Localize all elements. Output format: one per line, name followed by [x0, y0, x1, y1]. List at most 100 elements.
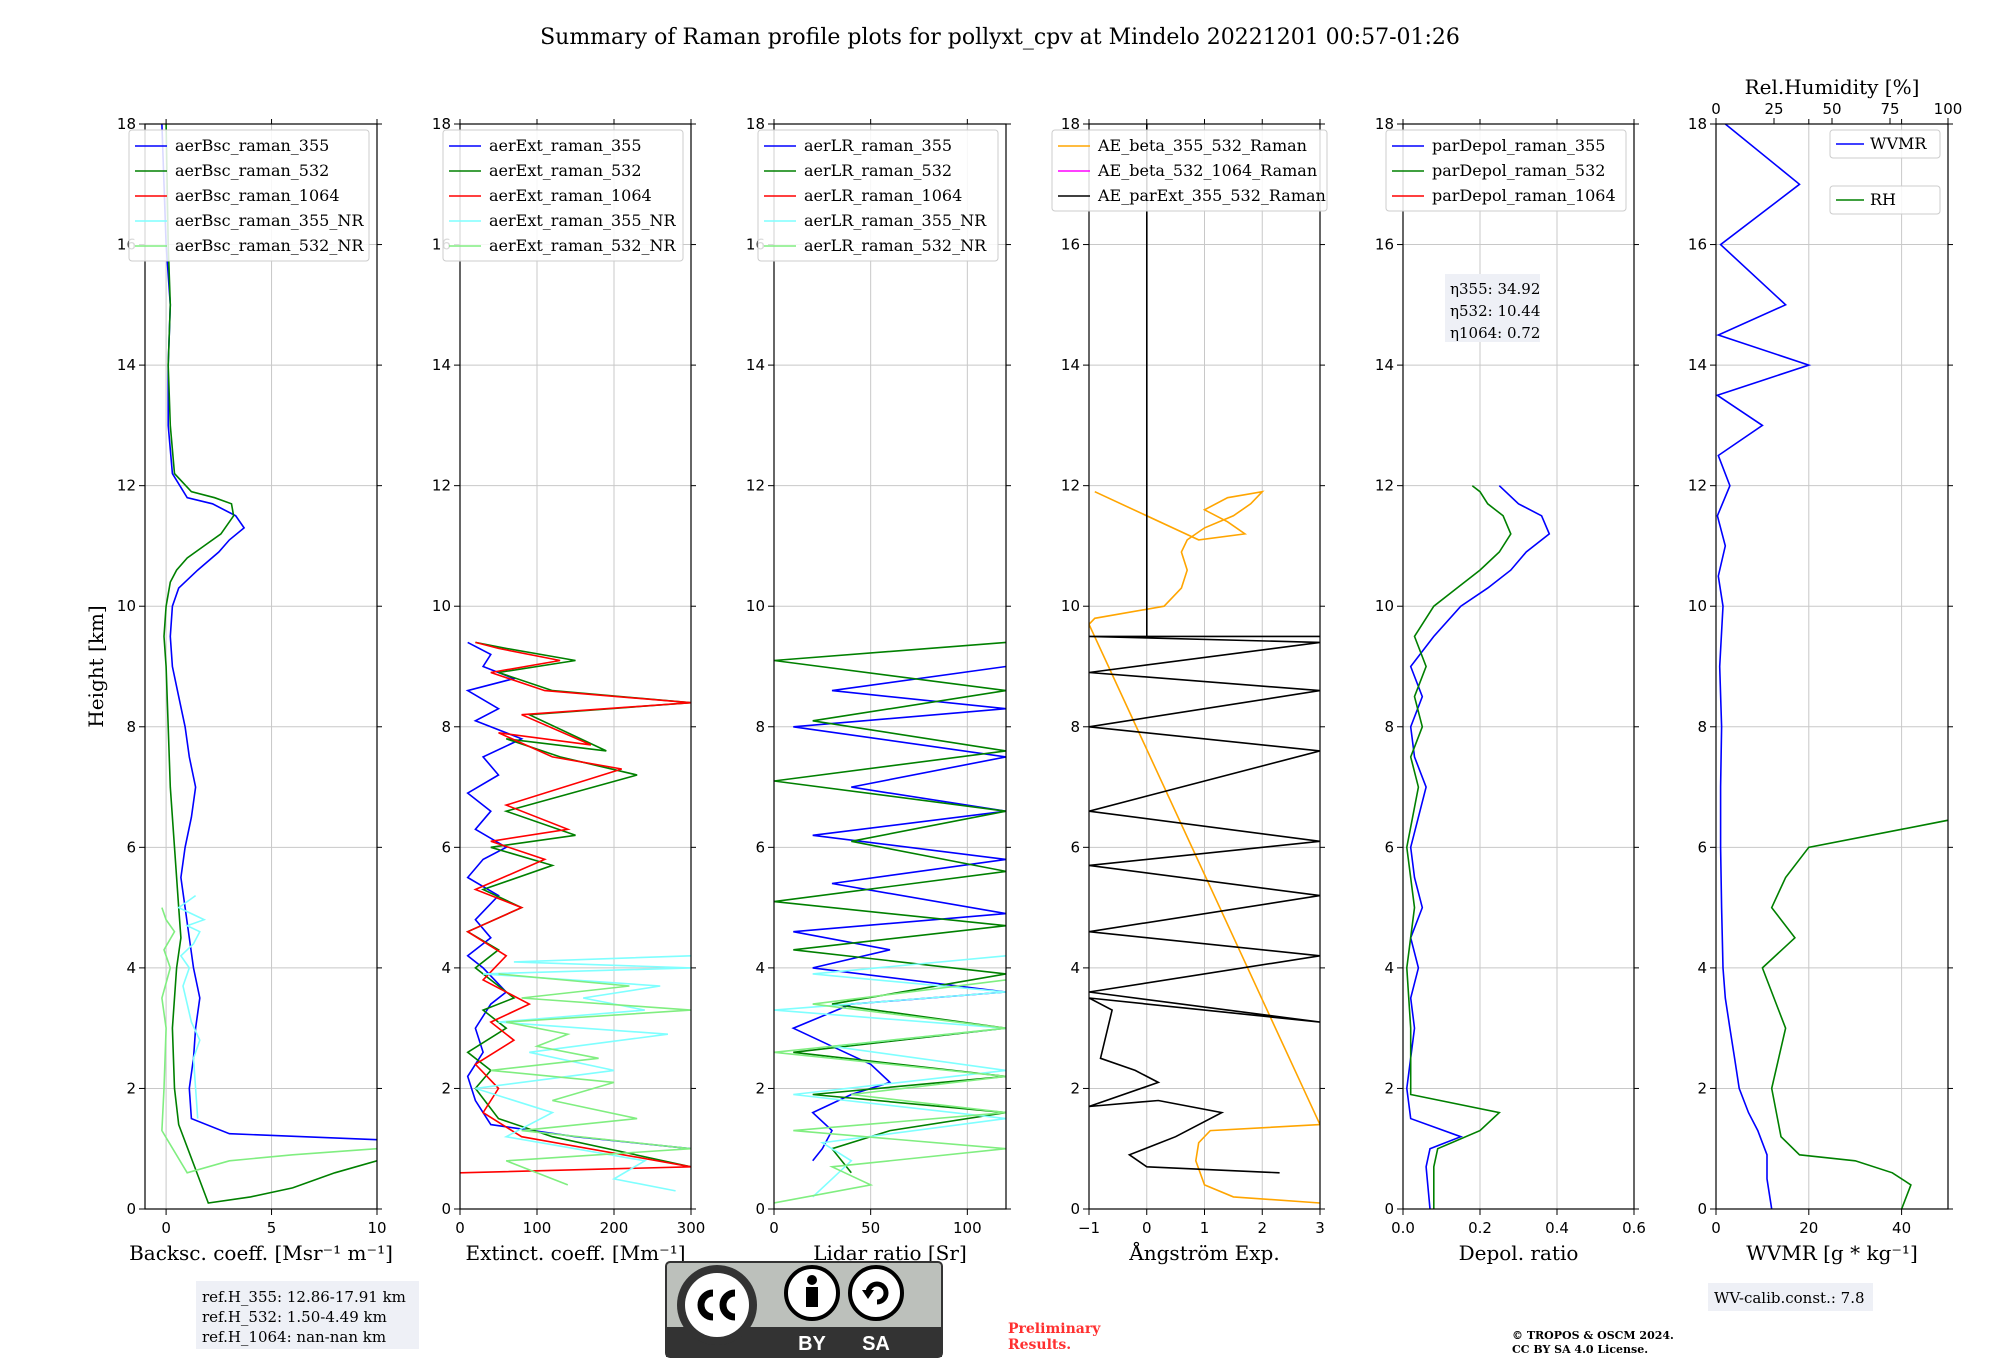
y-tick-label: 4	[1697, 959, 1707, 977]
series-group	[460, 641, 691, 1192]
y-tick-label: 12	[1375, 477, 1394, 495]
legend-label-aerLR_raman_355: aerLR_raman_355	[804, 136, 952, 155]
x2-tick-label: 50	[1822, 100, 1841, 118]
y-tick-label: 6	[126, 838, 136, 856]
reference-height-box: ref.H_355: 12.86-17.91 km ref.H_532: 1.5…	[196, 1281, 419, 1349]
x-tick-label: 0	[161, 1219, 171, 1237]
x-tick-label: 10	[367, 1219, 386, 1237]
x-tick-label: 40	[1892, 1219, 1911, 1237]
cc-sa-label: SA	[862, 1333, 890, 1355]
legend-label-aerBsc_raman_532_NR: aerBsc_raman_532_NR	[175, 236, 364, 255]
y-tick-label: 6	[1384, 838, 1394, 856]
plot-frame	[1715, 123, 1949, 1210]
x-tick-label: 2	[1257, 1219, 1267, 1237]
x2-tick-label: 0	[1711, 100, 1721, 118]
y-tick-label: 8	[1070, 718, 1080, 736]
series-group	[1089, 124, 1320, 1204]
y-tick-label: 8	[755, 718, 765, 736]
y-tick-label: 2	[1697, 1079, 1707, 1097]
legend-label-AE_beta_532_1064_Raman: AE_beta_532_1064_Raman	[1097, 161, 1317, 180]
legend-label-AE_parExt_355_532_Raman: AE_parExt_355_532_Raman	[1097, 186, 1326, 205]
series-line-AE_beta_355_532_Raman	[1089, 490, 1320, 1204]
eta-annotation-box	[1445, 274, 1540, 342]
y-tick-label: 2	[126, 1079, 136, 1097]
y-tick-label: 4	[441, 959, 451, 977]
legend-box	[757, 129, 999, 262]
y-tick-label: 18	[1375, 115, 1394, 133]
series-group	[161, 124, 377, 1204]
y-tick-label: 18	[117, 115, 136, 133]
series-line-aerExt_raman_355	[465, 641, 691, 1150]
y-tick-label: 6	[441, 838, 451, 856]
x-axis-label: WVMR [g * kg⁻¹]	[1746, 1241, 1918, 1265]
y-tick-label: 18	[1688, 115, 1707, 133]
y-tick-label: 18	[1061, 115, 1080, 133]
y-tick-label: 0	[755, 1200, 765, 1218]
y-axis-label: Height [km]	[84, 605, 108, 727]
x-tick-label: 0.4	[1545, 1219, 1569, 1237]
plot-frame	[1402, 123, 1635, 1210]
y-tick-label: 16	[1375, 236, 1394, 254]
x-tick-label: 0	[769, 1219, 779, 1237]
series-line-aerBsc_raman_355	[161, 124, 377, 1141]
legend-label-aerBsc_raman_1064: aerBsc_raman_1064	[175, 186, 340, 205]
y-tick-label: 6	[1070, 838, 1080, 856]
x-tick-label: 200	[600, 1219, 629, 1237]
y-tick-label: 14	[1688, 356, 1707, 374]
y-tick-label: 6	[755, 838, 765, 856]
x-tick-label: 5	[267, 1219, 277, 1237]
series-line-aerBsc_raman_532	[163, 124, 377, 1204]
series-line-aerBsc_raman_355_NR	[177, 894, 207, 1119]
legend-label-aerBsc_raman_355_NR: aerBsc_raman_355_NR	[175, 211, 364, 230]
wv-calib-box-bg	[1708, 1283, 1873, 1311]
x-tick-label: 100	[953, 1219, 982, 1237]
series-line-aerLR_raman_355_NR	[774, 955, 1006, 1198]
y-tick-label: 10	[117, 597, 136, 615]
legend-label-parDepol_raman_1064: parDepol_raman_1064	[1432, 186, 1616, 205]
cc-license-badge: BY SA	[665, 1261, 943, 1358]
reference-height-box-bg	[196, 1281, 419, 1349]
x-tick-label: 0.6	[1622, 1219, 1646, 1237]
y-tick-label: 8	[1697, 718, 1707, 736]
legend-label-aerBsc_raman_355: aerBsc_raman_355	[175, 136, 329, 155]
x-tick-label: 50	[861, 1219, 880, 1237]
series-line-aerLR_raman_532	[774, 641, 1006, 1174]
series-group	[1405, 485, 1551, 1209]
legend-label-aerLR_raman_1064: aerLR_raman_1064	[804, 186, 962, 205]
x2-axis-label: Rel.Humidity [%]	[1745, 75, 1920, 99]
legend-label-parDepol_raman_532: parDepol_raman_532	[1432, 161, 1605, 180]
x-axis-label: Extinct. coeff. [Mm⁻¹]	[465, 1241, 685, 1265]
x-axis-label: Backsc. coeff. [Msr⁻¹ m⁻¹]	[129, 1241, 393, 1265]
copyright-line: © TROPOS & OSCM 2024.	[1512, 1329, 1674, 1342]
x-tick-label: 0.2	[1468, 1219, 1492, 1237]
series-group	[1716, 124, 1948, 1209]
y-tick-label: 18	[746, 115, 765, 133]
y-tick-label: 2	[441, 1079, 451, 1097]
y-tick-label: 0	[1384, 1200, 1394, 1218]
y-tick-label: 14	[117, 356, 136, 374]
x-tick-label: 0.0	[1391, 1219, 1415, 1237]
license-line: CC BY SA 4.0 License.	[1512, 1343, 1648, 1356]
y-tick-label: 10	[432, 597, 451, 615]
y-tick-label: 14	[1061, 356, 1080, 374]
cc-by-label: BY	[798, 1333, 826, 1355]
x-tick-label: 100	[523, 1219, 552, 1237]
legend-label-AE_beta_355_532_Raman: AE_beta_355_532_Raman	[1097, 136, 1307, 155]
y-tick-label: 16	[1061, 236, 1080, 254]
sa-share-alike-icon	[848, 1265, 904, 1321]
y-tick-label: 8	[441, 718, 451, 736]
legend-box	[1385, 129, 1627, 212]
y-tick-label: 14	[1375, 356, 1394, 374]
x-axis-label: Depol. ratio	[1459, 1241, 1579, 1265]
x-tick-label: −1	[1078, 1219, 1100, 1237]
y-tick-label: 12	[746, 477, 765, 495]
panel-5: 0.0 0.2 0.4 0.6 0 2 4 6 8 10 12 14 16 18 Depol. ratio p…	[1375, 115, 1646, 1265]
legend-label-aerBsc_raman_532: aerBsc_raman_532	[175, 161, 329, 180]
figure-title: Summary of Raman profile plots for polly…	[540, 25, 1460, 50]
series-line-aerBsc_raman_532_NR	[161, 907, 377, 1174]
